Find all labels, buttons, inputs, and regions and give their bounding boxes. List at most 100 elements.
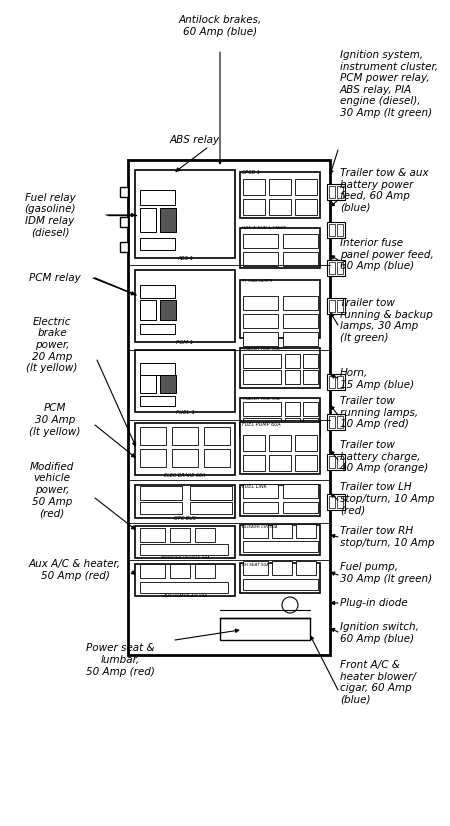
- Bar: [190, 486, 232, 500]
- Bar: [269, 199, 291, 215]
- Bar: [283, 252, 318, 266]
- Bar: [140, 564, 165, 578]
- Bar: [283, 484, 318, 498]
- Text: Aux A/C & heater,
50 Amp (red): Aux A/C & heater, 50 Amp (red): [29, 559, 121, 581]
- Text: SPCD 1: SPCD 1: [242, 170, 260, 175]
- Bar: [329, 416, 335, 428]
- Bar: [240, 485, 320, 516]
- Bar: [120, 217, 128, 227]
- Bar: [135, 350, 235, 412]
- Bar: [120, 187, 128, 197]
- Bar: [140, 528, 165, 542]
- Bar: [190, 502, 232, 514]
- Bar: [243, 455, 265, 471]
- Bar: [329, 300, 335, 312]
- Bar: [240, 398, 320, 436]
- Bar: [272, 561, 292, 575]
- Bar: [220, 618, 310, 640]
- Text: HOT IN RUN & START: HOT IN RUN & START: [242, 226, 285, 230]
- Bar: [135, 485, 235, 518]
- Bar: [195, 528, 215, 542]
- Text: FUEL PUMP 60A: FUEL PUMP 60A: [242, 422, 281, 427]
- Bar: [283, 234, 318, 248]
- Bar: [269, 455, 291, 471]
- Bar: [140, 238, 175, 250]
- Text: Fuel pump,
30 Amp (lt green): Fuel pump, 30 Amp (lt green): [340, 562, 432, 584]
- Bar: [170, 528, 190, 542]
- Bar: [327, 494, 345, 510]
- Bar: [240, 228, 320, 268]
- Bar: [240, 525, 320, 555]
- Bar: [329, 224, 335, 236]
- Bar: [140, 285, 175, 298]
- Bar: [135, 423, 235, 475]
- Text: ABS 1: ABS 1: [177, 256, 193, 261]
- Text: AUX HEATER A/C 50A: AUX HEATER A/C 50A: [163, 594, 207, 598]
- Bar: [303, 370, 318, 384]
- Text: TRAILER TOW 30A: TRAILER TOW 30A: [242, 347, 280, 351]
- Bar: [303, 354, 318, 368]
- Text: FUEL 1: FUEL 1: [176, 410, 194, 415]
- Text: PCM relay: PCM relay: [29, 273, 81, 283]
- Bar: [140, 502, 182, 514]
- Text: Ignition switch,
60 Amp (blue): Ignition switch, 60 Amp (blue): [340, 622, 419, 643]
- Bar: [140, 363, 175, 375]
- Bar: [285, 354, 300, 368]
- Text: MODIFIED VEHICLE 50A: MODIFIED VEHICLE 50A: [161, 556, 209, 560]
- Bar: [285, 418, 300, 432]
- Bar: [135, 564, 235, 596]
- Bar: [337, 376, 343, 388]
- Text: Modified
vehicle
power,
50 Amp
(red): Modified vehicle power, 50 Amp (red): [30, 462, 74, 518]
- Bar: [160, 300, 176, 320]
- Text: Trailer tow LH
stop/turn, 10 Amp
(red): Trailer tow LH stop/turn, 10 Amp (red): [340, 482, 435, 515]
- Bar: [160, 375, 176, 393]
- Text: Ignition system,
instrument cluster,
PCM power relay,
ABS relay, PIA
engine (die: Ignition system, instrument cluster, PCM…: [340, 50, 438, 118]
- Bar: [243, 199, 265, 215]
- Bar: [240, 280, 320, 338]
- Bar: [140, 190, 175, 205]
- Bar: [170, 564, 190, 578]
- Bar: [327, 298, 345, 314]
- Bar: [296, 524, 316, 538]
- Bar: [337, 416, 343, 428]
- Bar: [240, 422, 320, 474]
- Bar: [295, 455, 317, 471]
- Bar: [243, 179, 265, 195]
- Text: TT R&B LAMPS: TT R&B LAMPS: [242, 279, 272, 283]
- Bar: [243, 402, 281, 416]
- Bar: [140, 427, 166, 445]
- Bar: [327, 222, 345, 238]
- Bar: [269, 435, 291, 451]
- Text: Fuel relay
(gasoline)
IDM relay
(diesel): Fuel relay (gasoline) IDM relay (diesel): [24, 192, 76, 237]
- Text: BLOWER CIR 50A: BLOWER CIR 50A: [242, 525, 278, 529]
- Bar: [303, 402, 318, 416]
- Bar: [337, 186, 343, 198]
- Bar: [243, 296, 278, 310]
- Bar: [295, 199, 317, 215]
- Bar: [327, 374, 345, 390]
- Bar: [243, 541, 318, 552]
- Bar: [140, 449, 166, 467]
- Text: ABS relay: ABS relay: [170, 135, 220, 145]
- Text: Front A/C &
heater blower/
cigar, 60 Amp
(blue): Front A/C & heater blower/ cigar, 60 Amp…: [340, 660, 416, 705]
- Text: FUEL LINK: FUEL LINK: [242, 484, 267, 489]
- Text: Antilock brakes,
60 Amp (blue): Antilock brakes, 60 Amp (blue): [178, 15, 261, 36]
- Bar: [272, 524, 292, 538]
- Text: PCM 1: PCM 1: [176, 340, 194, 345]
- Bar: [140, 375, 156, 393]
- Bar: [295, 435, 317, 451]
- Bar: [172, 449, 198, 467]
- Bar: [243, 354, 281, 368]
- Bar: [296, 561, 316, 575]
- Bar: [140, 324, 175, 334]
- Bar: [337, 262, 343, 274]
- Bar: [243, 524, 268, 538]
- Bar: [327, 414, 345, 430]
- Bar: [140, 582, 228, 593]
- Bar: [285, 370, 300, 384]
- Bar: [243, 370, 281, 384]
- Bar: [243, 561, 268, 575]
- Bar: [120, 242, 128, 252]
- Bar: [327, 260, 345, 276]
- Bar: [243, 332, 278, 346]
